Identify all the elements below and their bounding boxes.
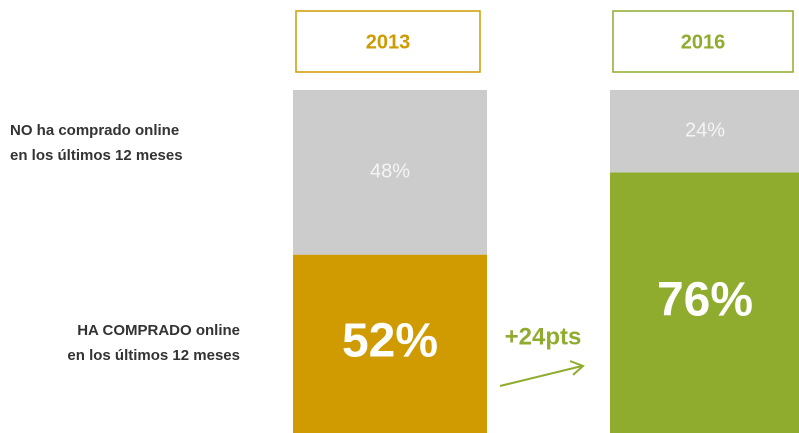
x-tick-label: 2013 [366, 31, 411, 53]
x-tick-label: 2016 [681, 31, 726, 53]
bar-segment [293, 254, 487, 433]
annotation: +24pts [505, 323, 582, 350]
bar-segment [293, 90, 487, 255]
bar-segment [610, 90, 799, 173]
arrow [499, 365, 583, 387]
value-label: 76% [657, 273, 753, 326]
bar-segment [610, 172, 799, 433]
arrow-head [569, 360, 585, 376]
legend-label: NO ha comprado online en los últimos 12 … [10, 122, 183, 164]
value-label: 48% [370, 161, 410, 183]
legend-label: HA COMPRADO online en los últimos 12 mes… [67, 322, 240, 364]
header-box [295, 10, 481, 73]
header-box [612, 10, 794, 73]
value-label: 24% [685, 119, 725, 141]
value-label: 52% [342, 314, 438, 367]
